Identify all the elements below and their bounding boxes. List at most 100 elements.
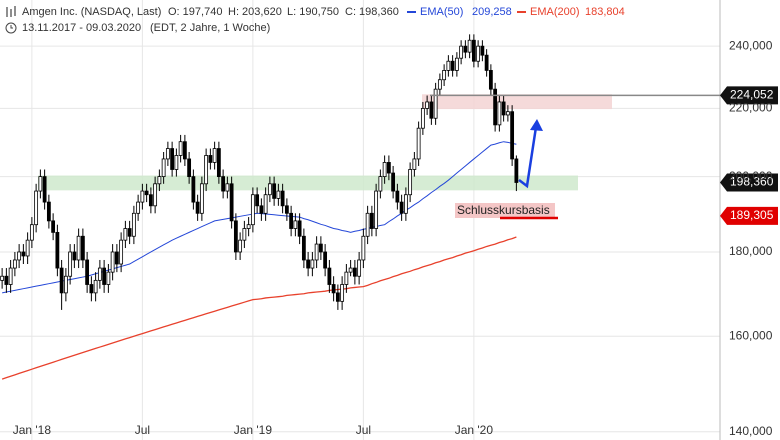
candle-body — [170, 148, 175, 170]
y-tick-label: 180,000 — [729, 244, 773, 258]
candle-body — [284, 205, 289, 214]
range-info: (EDT, 2 Jahre, 1 Woche) — [150, 22, 270, 34]
candle-body — [191, 176, 196, 203]
candle-body — [318, 243, 323, 253]
candle-body — [378, 176, 383, 192]
candle-body — [259, 205, 264, 214]
y-tick-label: 160,000 — [729, 328, 773, 342]
candle-body — [301, 235, 306, 261]
candle-body — [233, 220, 238, 253]
candle-body — [55, 231, 60, 269]
date-range: 13.11.2017 - 09.03.2020 — [22, 22, 141, 34]
legend-label: EMA(200) — [530, 6, 580, 18]
title: Amgen Inc. (NASDAQ, Last) — [22, 6, 161, 18]
candle-body — [242, 228, 247, 241]
candle-body — [165, 148, 170, 160]
zone — [422, 94, 612, 110]
candle-body — [365, 212, 370, 237]
candle-body — [174, 155, 179, 170]
candle-body — [208, 155, 213, 163]
candle-body — [140, 190, 145, 203]
legend-label: EMA(50) — [420, 6, 463, 18]
candle-body — [289, 212, 294, 229]
ema-line — [1, 236, 517, 380]
candle-body — [229, 183, 234, 222]
candle-body — [199, 183, 204, 214]
candle-body — [382, 162, 387, 178]
candle-body — [484, 54, 489, 71]
candle-body — [123, 228, 128, 241]
candle-body — [412, 158, 417, 170]
candle-body — [293, 220, 298, 229]
candle-body — [59, 267, 64, 294]
candle-body — [493, 88, 498, 126]
candle-body — [331, 284, 336, 294]
candle-body — [182, 141, 187, 160]
level-label: 189,305 — [730, 208, 774, 222]
candle-body — [340, 284, 345, 302]
candle-body — [34, 190, 39, 226]
candle-body — [369, 212, 374, 229]
candle-body — [446, 60, 451, 71]
candle-body — [221, 176, 226, 192]
candle-body — [153, 183, 158, 207]
candle-body — [514, 158, 519, 183]
candle-body — [238, 239, 243, 253]
candle-body — [476, 45, 481, 62]
candle-body — [416, 127, 421, 160]
candle-body — [157, 176, 162, 185]
candle-body — [127, 228, 132, 237]
candle-body — [497, 101, 502, 126]
x-tick-label: Jan '20 — [455, 423, 494, 437]
candle-body — [327, 267, 332, 285]
candle-body — [505, 111, 510, 116]
x-tick-label: Jan '19 — [234, 423, 273, 437]
candle-body — [119, 239, 124, 265]
candle-body — [246, 224, 251, 229]
x-tick-label: Jul — [135, 423, 150, 437]
candle-body — [21, 251, 26, 257]
candle-body — [297, 220, 302, 237]
candle-body — [225, 183, 230, 192]
candle-body — [216, 148, 221, 178]
candle-body — [89, 284, 94, 294]
candle-body — [391, 172, 396, 192]
candle-body — [212, 148, 217, 163]
candle-body — [348, 267, 353, 273]
candle-body — [471, 39, 476, 62]
y-tick-label: 220,000 — [729, 101, 773, 115]
ohlc-close: C: 198,360 — [345, 6, 399, 18]
level-label: 198,360 — [730, 175, 774, 189]
ohlc-high: H: 203,620 — [228, 6, 282, 18]
candle-body — [501, 101, 506, 116]
candle-body — [429, 101, 434, 119]
candle-body — [12, 259, 17, 269]
candle-body — [335, 292, 340, 302]
level-marker — [720, 173, 778, 192]
y-tick-label: 200,000 — [729, 169, 773, 183]
candle-body — [85, 259, 90, 285]
candle-body — [263, 194, 268, 214]
candle-body — [38, 176, 43, 192]
candle-body — [178, 141, 183, 156]
candle-body — [386, 162, 391, 174]
candle-body — [399, 201, 404, 214]
header: Amgen Inc. (NASDAQ, Last) O: 197,740 H: … — [5, 6, 625, 34]
clock-icon — [5, 22, 17, 34]
candle-body — [76, 235, 81, 261]
candle-body — [437, 79, 442, 90]
candle-body — [433, 88, 438, 119]
candle-body — [454, 57, 459, 71]
candle-body — [68, 251, 73, 277]
candle-body — [352, 267, 357, 277]
candle-body — [93, 279, 98, 294]
candle-body — [408, 169, 413, 196]
candle-body — [403, 194, 408, 214]
candle-body — [187, 158, 192, 178]
x-tick-label: Jan '18 — [13, 423, 52, 437]
candle-body — [420, 108, 425, 129]
candle-body — [4, 275, 9, 285]
candle-body — [314, 243, 319, 261]
